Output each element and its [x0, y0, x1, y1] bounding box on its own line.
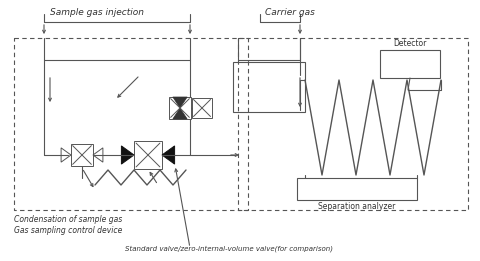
Polygon shape [173, 97, 187, 108]
Polygon shape [162, 146, 175, 164]
Text: Carrier gas: Carrier gas [265, 8, 315, 17]
Text: Condensation of sample gas: Condensation of sample gas [14, 215, 122, 224]
Text: Detector: Detector [393, 39, 427, 48]
Polygon shape [173, 108, 187, 119]
Text: Sample gas injection: Sample gas injection [50, 8, 144, 17]
Bar [380, 50, 440, 78]
Text: Gas sampling control device: Gas sampling control device [14, 226, 122, 235]
Bar [233, 62, 305, 112]
Polygon shape [121, 146, 134, 164]
Bar [297, 178, 417, 200]
Text: Standard valve/zero-internal-volume valve(for comparison): Standard valve/zero-internal-volume valv… [125, 245, 333, 252]
Text: Separation analyzer: Separation analyzer [318, 202, 396, 211]
